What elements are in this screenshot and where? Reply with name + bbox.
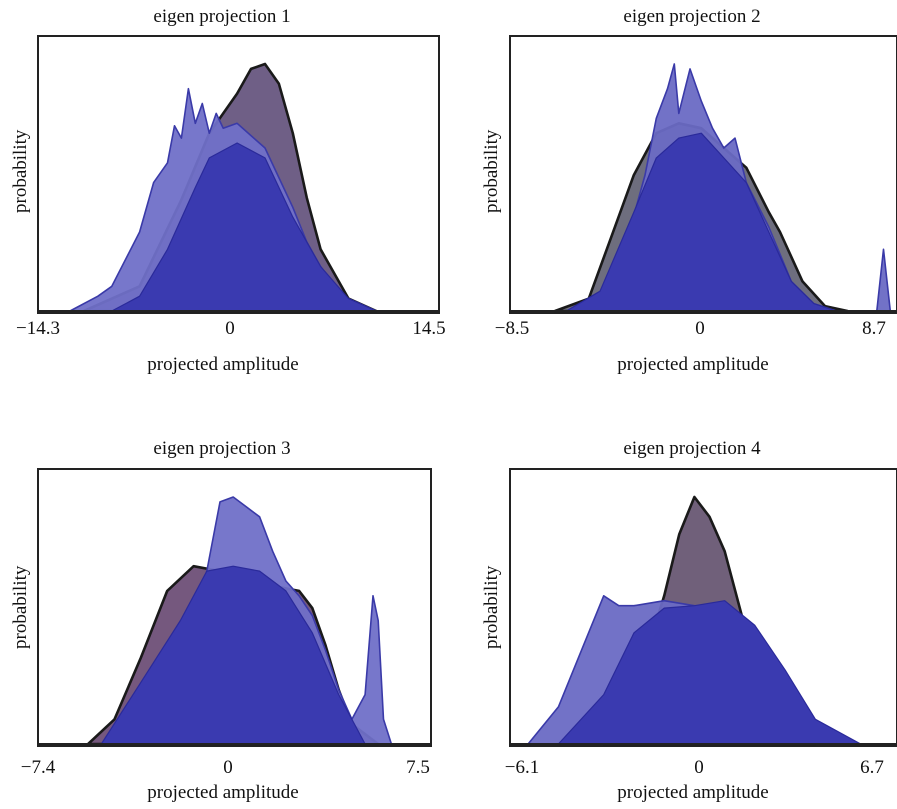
x-tick-label: 0: [223, 757, 233, 778]
x-tick-label: 0: [695, 318, 705, 339]
plot-area: [37, 35, 440, 314]
x-tick-label: 8.7: [862, 318, 886, 339]
density-area-blue: [557, 600, 862, 745]
x-tick-label: 14.5: [412, 318, 446, 339]
x-axis-label: projected amplitude: [617, 782, 769, 803]
x-axis-label: projected amplitude: [617, 354, 769, 375]
y-axis-label: probability: [10, 565, 31, 649]
x-tick-label: 0: [225, 318, 235, 339]
x-axis-label: projected amplitude: [147, 782, 299, 803]
x-tick-label: 7.5: [406, 757, 430, 778]
plot-frame: [509, 468, 897, 747]
plot-area: [509, 35, 897, 314]
chart-title: eigen projection 2: [623, 6, 761, 27]
y-axis-label: probability: [481, 129, 502, 213]
chart-title: eigen projection 1: [153, 6, 291, 27]
plot-frame: [37, 35, 440, 314]
x-tick-label: 0: [694, 757, 704, 778]
plot-frame: [37, 468, 432, 747]
y-axis-label: probability: [481, 565, 502, 649]
plot-frame: [509, 35, 897, 314]
chart-title: eigen projection 3: [153, 438, 291, 459]
x-tick-label: −8.5: [494, 318, 530, 339]
chart-title: eigen projection 4: [623, 438, 761, 459]
plot-area: [37, 468, 432, 747]
density-area-blue: [111, 142, 377, 312]
density-area-blue: [100, 565, 366, 745]
x-tick-label: −6.1: [504, 757, 540, 778]
y-axis-label: probability: [10, 129, 31, 213]
density-area-blue: [565, 132, 837, 312]
x-tick-label: −7.4: [20, 757, 56, 778]
x-tick-label: 6.7: [860, 757, 884, 778]
plot-area: [509, 468, 897, 747]
x-tick-label: −14.3: [16, 318, 60, 339]
x-axis-label: projected amplitude: [147, 354, 299, 375]
